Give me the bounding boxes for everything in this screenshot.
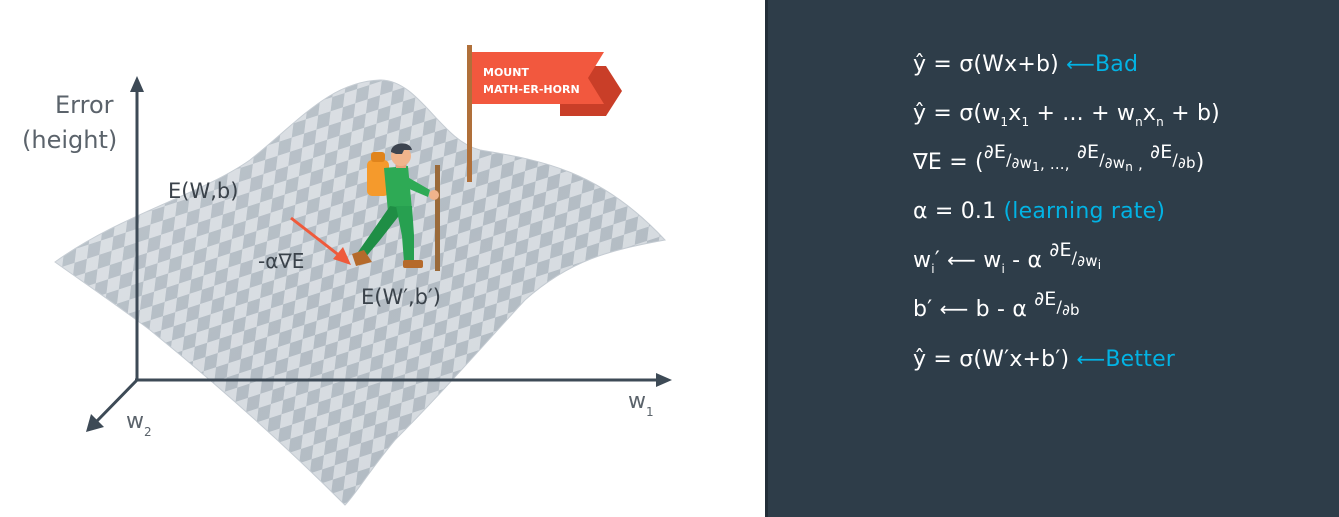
eq6-b-prime: b′ [913,297,933,322]
eq4-expr: α = 0.1 [913,199,997,224]
walking-stick [435,165,440,271]
partial-fraction-w1: ∂E/∂w1 [983,141,1040,174]
equation-weight-update: wi′ ⟵ wi - α ∂E/∂wi [913,239,1102,276]
eq7-expr: ŷ = σ(W′x+b′) [913,347,1070,372]
backpack [367,160,389,196]
hiker-figure [352,143,440,271]
better-label: Better [1105,347,1176,372]
assign-arrow-icon: ⟵ [947,248,977,272]
error-axis-label-line1: Error [55,91,114,119]
eq2-sub-3: n [1135,115,1143,129]
surface-label: E(W,b) [168,179,238,203]
bad-label: Bad [1095,52,1139,77]
eq2-sub-2: 1 [1021,115,1030,129]
equation-text: ŷ = σ(Wx+b) [913,52,1059,77]
error-surface-diagram: Error (height) w1 w2 E(W,b) -α∇E E(W′,b′… [22,45,672,506]
hiker-arm [400,175,430,197]
eq2-part-d: x [1142,101,1157,126]
hiker-hair [391,143,412,154]
flag-text-line1: MOUNT [483,66,529,79]
left-arrow-icon: ⟵ [1066,52,1095,76]
equation-bias-update: b′ ⟵ b - α ∂E/∂b [913,288,1080,322]
hiker-torso [384,166,412,212]
gradient-step-arrow [290,216,341,258]
hiker-front-leg [396,206,414,262]
partial-fraction-b: ∂E/∂b [1150,141,1196,172]
w1-axis-label: w1 [628,389,654,419]
flag-pole [467,45,472,182]
eq2-part-c: + ... + w [1029,101,1136,126]
gradient-step-label: -α∇E [258,249,304,273]
partial-fraction-b-update: ∂E/∂b [1034,288,1080,319]
w2-axis-arrowhead [86,414,104,432]
gradient-step-arrowhead [333,247,351,265]
equations-panel: ŷ = σ(Wx+b) ⟵Bad ŷ = σ(w1x1 + ... + wnxn… [765,0,1339,517]
diagram-svg: Error (height) w1 w2 E(W,b) -α∇E E(W′,b′… [22,45,672,506]
hiker-back-boot [352,250,372,266]
learning-rate-label: (learning rate) [1003,199,1166,224]
eq3-tail: ) [1195,150,1205,175]
equation-learning-rate: α = 0.1 (learning rate) [913,199,1165,224]
error-axis-arrowhead [130,76,144,92]
flag-text-line2: MATH-ER-HORN [483,83,580,96]
eq3-lead: ∇E = ( [913,150,984,175]
eq5-w: w [913,248,932,273]
partial-fraction-wn: ∂E/∂wn [1076,141,1134,174]
eq2-part-a: ŷ = σ(w [913,101,1001,126]
partial-fraction-wi: ∂E/∂wi [1049,239,1102,272]
eq2-part-e: + b) [1163,101,1220,126]
mountain-flag: MOUNT MATH-ER-HORN [467,45,622,182]
eq3-ellipsis: , ..., [1039,155,1070,173]
eq3-comma: , [1133,155,1143,173]
equation-better-prediction: ŷ = σ(W′x+b′) ⟵Better [913,347,1175,372]
equation-gradient: ∇E = (∂E/∂w1, ..., ∂E/∂wn , ∂E/∂b) [913,141,1205,175]
eq2-sub-4: n [1156,115,1164,129]
left-arrow-icon: ⟵ [1076,347,1106,371]
hiker-back-leg [358,206,405,258]
error-axis-label-line2: (height) [22,126,117,154]
hiker-front-boot [403,260,423,268]
new-point-label: E(W′,b′) [361,285,441,309]
w2-axis-label: w2 [126,409,152,439]
w2-axis [94,377,140,424]
equation-bad-prediction: ŷ = σ(Wx+b) ⟵Bad [913,52,1138,77]
w1-axis-arrowhead [656,373,672,387]
assign-arrow-icon: ⟵ [939,297,969,321]
equation-prediction-expanded: ŷ = σ(w1x1 + ... + wnxn + b) [913,101,1220,129]
flag-body [472,52,604,104]
eq2-sub-1: 1 [1000,115,1009,129]
eq2-part-b: x [1008,101,1022,126]
